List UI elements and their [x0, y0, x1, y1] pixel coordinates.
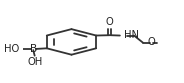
- Text: OH: OH: [28, 57, 43, 67]
- Text: B: B: [30, 44, 37, 54]
- Text: O: O: [106, 17, 114, 27]
- Text: HO: HO: [4, 44, 20, 54]
- Text: O: O: [148, 37, 155, 47]
- Text: HN: HN: [124, 30, 139, 40]
